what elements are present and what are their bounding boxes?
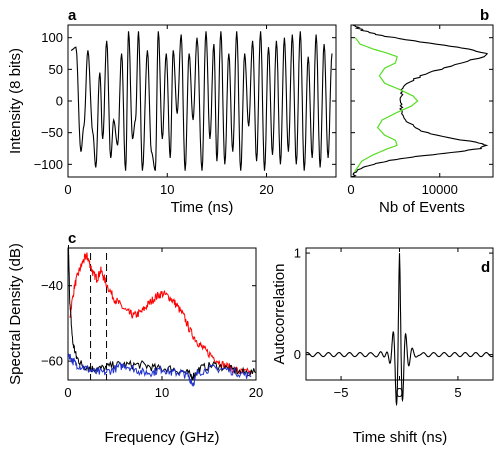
panel-c-ytick-label: −60 [41, 354, 63, 369]
panel-d-xlabel: Time shift (ns) [353, 429, 447, 446]
panel-a-letter: a [68, 7, 77, 24]
panel-c-series-blue [68, 353, 252, 387]
panel-d-letter: d [481, 259, 490, 276]
panel-a-ytick-label: 100 [41, 30, 63, 45]
panel-b-series-black [350, 24, 489, 178]
panel-a-ytick-label: 0 [56, 94, 63, 109]
panel-b-xtick-label: 0 [347, 182, 354, 197]
panel-a: 0 10 20 −100 −50 0 50 100 Time (ns) Intensity (… [7, 7, 337, 216]
panel-c-ytick-label: −40 [41, 278, 63, 293]
panel-c-letter: c [68, 230, 76, 247]
panel-b-series-green [354, 37, 419, 173]
panel-a-ytick-label: −100 [34, 157, 63, 172]
panel-c: 0 10 20 −60 −40 Frequency (GHz) Spectral Den… [7, 230, 263, 446]
panel-a-xtick-label: 20 [259, 182, 273, 197]
panel-a-ylabel: Intensity (8 bits) [7, 48, 24, 154]
panel-c-frame [67, 247, 257, 381]
panel-d: −5 0 5 0 1 Time shift (ns) Autocorrelation d [271, 246, 494, 446]
panel-c-ylabel: Spectral Density (dB) [7, 243, 24, 385]
panel-b-letter: b [480, 7, 489, 24]
panel-b-xtick-label: 10000 [422, 182, 458, 197]
panel-d-series [305, 253, 494, 407]
panel-a-series [70, 31, 333, 171]
panel-b-xlabel: Nb of Events [379, 199, 465, 216]
panel-b-frame [350, 24, 494, 178]
panel-c-series-red [69, 252, 252, 376]
panel-c-xtick-label: 0 [64, 385, 71, 400]
panel-c-xlabel: Frequency (GHz) [104, 429, 219, 446]
panel-a-xtick-label: 0 [64, 182, 71, 197]
panel-a-ytick-label: −50 [41, 125, 63, 140]
panel-a-ytick-label: 50 [49, 62, 63, 77]
panel-d-xtick-label: −5 [334, 385, 349, 400]
panel-c-series-black [68, 244, 257, 381]
panel-d-xtick-label: 0 [396, 385, 403, 400]
panel-d-xtick-label: 5 [454, 385, 461, 400]
panel-a-xtick-label: 10 [160, 182, 174, 197]
panel-d-ytick-label: 1 [294, 246, 301, 261]
panel-d-ytick-label: 0 [294, 347, 301, 362]
panel-b: 0 10000 Nb of Events b [347, 7, 494, 216]
panel-c-xtick-label: 10 [155, 385, 169, 400]
panel-c-xtick-label: 20 [249, 385, 263, 400]
panel-d-ylabel: Autocorrelation [271, 264, 288, 365]
panel-a-xlabel: Time (ns) [171, 199, 234, 216]
